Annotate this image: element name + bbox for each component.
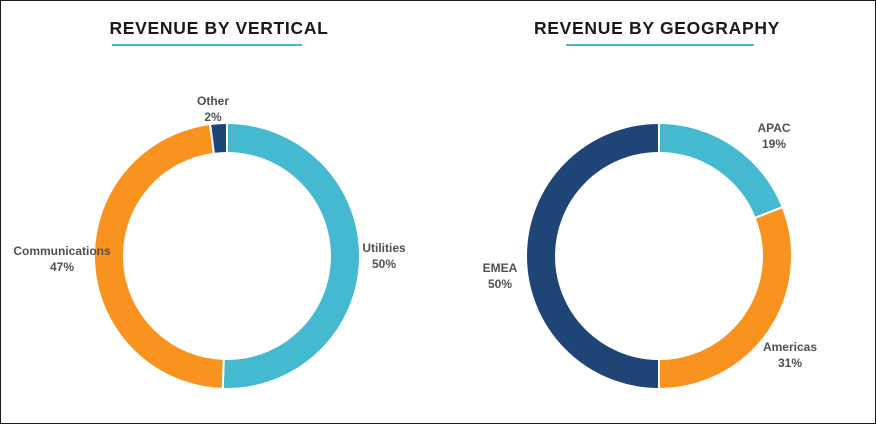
slice-value-apac: 19%	[762, 137, 786, 151]
slice-communications	[93, 122, 225, 390]
vertical-title-underline	[112, 44, 302, 46]
vertical-chart-panel: REVENUE BY VERTICAL Utilities 50% Communic…	[13, 18, 406, 390]
slice-americas	[658, 205, 793, 391]
geography-chart-title: REVENUE BY GEOGRAPHY	[533, 18, 781, 38]
slice-utilities	[221, 121, 361, 390]
slice-value-americas: 31%	[778, 356, 802, 370]
geography-chart-panel: REVENUE BY GEOGRAPHY APAC 19% Americas 31% E…	[438, 0, 876, 424]
vertical-chart-title: REVENUE BY VERTICAL	[109, 18, 329, 38]
slice-label-utilities: Utilities	[362, 241, 406, 255]
geography-title-underline	[566, 44, 754, 46]
slice-label-americas: Americas	[763, 340, 817, 354]
slice-label-other: Other	[197, 94, 229, 108]
slice-value-other: 2%	[204, 110, 222, 124]
slice-label-apac: APAC	[757, 121, 790, 135]
geography-donut-chart: APAC 19% Americas 31% EMEA 50%	[483, 121, 817, 391]
slice-emea	[525, 121, 660, 391]
vertical-donut-chart: Utilities 50% Communications 47% Other 2%	[13, 94, 406, 390]
slice-value-utilities: 50%	[372, 257, 396, 271]
slice-value-emea: 50%	[488, 277, 512, 291]
slice-value-communications: 47%	[50, 260, 74, 274]
slice-other	[209, 121, 228, 155]
slice-label-emea: EMEA	[483, 261, 518, 275]
slice-label-communications: Communications	[13, 244, 111, 258]
